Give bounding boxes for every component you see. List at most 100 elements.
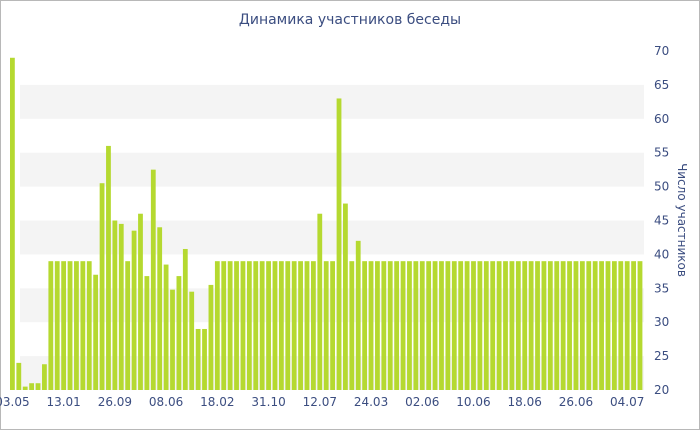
bar	[202, 328, 207, 390]
y-tick-label: 55	[654, 146, 669, 160]
bar	[375, 261, 380, 390]
bar	[400, 261, 406, 390]
bar	[387, 261, 393, 390]
bar	[394, 261, 400, 390]
bar	[112, 220, 118, 390]
x-tick-label: 10.06	[456, 395, 490, 409]
bar	[464, 261, 470, 390]
bar	[80, 261, 86, 390]
y-tick-label: 30	[654, 315, 669, 329]
bar	[439, 261, 444, 390]
chart-title: Динамика участников беседы	[238, 12, 462, 28]
bar	[246, 261, 252, 390]
y-tick-label: 40	[654, 247, 669, 261]
bar	[579, 261, 585, 390]
x-tick-label: 04.07	[610, 395, 644, 409]
bar	[618, 261, 624, 390]
y-tick-label: 65	[654, 78, 669, 92]
bar	[637, 261, 643, 390]
bar	[310, 261, 316, 390]
bar	[259, 261, 265, 390]
bar	[451, 261, 457, 390]
bar	[86, 261, 92, 390]
bar	[445, 261, 451, 390]
bar	[67, 261, 73, 390]
bar	[522, 261, 528, 390]
bar	[61, 261, 67, 390]
bar	[573, 261, 579, 390]
bar	[157, 227, 163, 390]
bar	[291, 261, 297, 390]
bar	[336, 98, 342, 391]
bar	[528, 261, 534, 390]
bar	[304, 261, 310, 390]
bar	[150, 169, 156, 390]
bar	[349, 261, 355, 390]
x-tick-label: 03.05	[0, 395, 30, 409]
bar	[170, 289, 175, 390]
y-axis-ticks: 20 25 30 35 40 45 50 55 60 65 70	[654, 44, 669, 397]
bar	[490, 261, 496, 390]
y-tick-label: 60	[654, 112, 669, 126]
x-axis-ticks: 03.05 13.01 26.09 08.06 18.02 31.10 12.07 24.03…	[0, 395, 644, 409]
bar	[547, 261, 553, 390]
grid-band	[20, 84, 644, 119]
bar	[221, 261, 227, 390]
bar	[138, 213, 143, 390]
y-tick-label: 20	[654, 383, 669, 397]
y-tick-label: 70	[654, 44, 669, 58]
bar	[16, 362, 22, 390]
bar	[381, 261, 387, 390]
bar	[22, 386, 28, 390]
bar	[509, 261, 515, 390]
bar	[278, 261, 284, 390]
bar	[266, 261, 271, 390]
bar	[560, 261, 566, 390]
bar	[407, 261, 412, 390]
y-tick-label: 50	[654, 180, 669, 194]
y-axis-label: Число участников	[675, 163, 689, 277]
bar	[106, 145, 111, 390]
bar	[323, 261, 329, 390]
bar	[54, 261, 60, 390]
bar	[343, 203, 348, 390]
bar	[330, 261, 335, 390]
x-tick-label: 02.06	[405, 395, 439, 409]
x-tick-label: 31.10	[251, 395, 285, 409]
x-tick-label: 26.09	[98, 395, 132, 409]
bar	[471, 261, 476, 390]
bar	[234, 261, 239, 390]
bar	[355, 240, 361, 390]
bar	[599, 261, 604, 390]
bar	[624, 261, 630, 390]
bar	[99, 183, 105, 390]
bar	[144, 276, 150, 390]
bar	[182, 248, 188, 390]
bar	[298, 261, 303, 390]
bar	[483, 261, 489, 390]
x-tick-label: 13.01	[46, 395, 80, 409]
bar	[163, 264, 169, 390]
grid-band	[20, 220, 644, 255]
bar	[368, 261, 374, 390]
bar	[567, 261, 572, 390]
bar	[35, 383, 41, 390]
bar	[541, 261, 547, 390]
bar	[554, 261, 560, 390]
bar	[214, 261, 220, 390]
bar	[176, 276, 182, 390]
bar	[285, 261, 291, 390]
bar	[208, 284, 214, 390]
x-tick-label: 26.06	[559, 395, 593, 409]
x-tick-label: 08.06	[149, 395, 183, 409]
grid-band	[20, 152, 644, 187]
bar	[227, 261, 233, 390]
y-tick-label: 45	[654, 214, 669, 228]
bar	[458, 261, 464, 390]
bar	[118, 223, 124, 390]
bar	[432, 261, 438, 390]
bar	[419, 261, 425, 390]
bar	[240, 261, 246, 390]
bar	[592, 261, 598, 390]
